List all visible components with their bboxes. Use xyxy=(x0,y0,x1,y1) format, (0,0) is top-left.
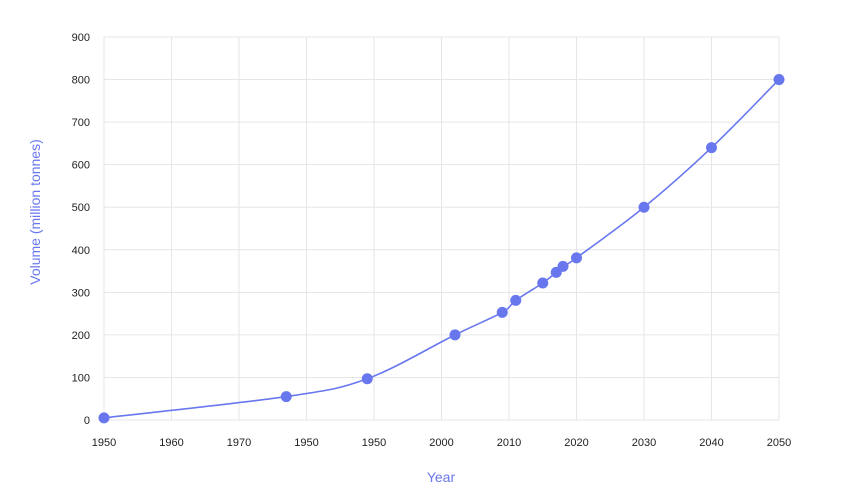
data-point xyxy=(98,412,110,424)
y-tick-label: 100 xyxy=(72,372,90,384)
y-tick-label: 300 xyxy=(72,287,90,299)
y-tick-label: 700 xyxy=(72,117,90,129)
x-tick-label: 1950 xyxy=(294,437,318,449)
data-point xyxy=(496,306,508,318)
data-point xyxy=(449,329,461,341)
data-point xyxy=(537,277,549,289)
y-tick-label: 800 xyxy=(72,75,90,87)
x-tick-label: 2050 xyxy=(767,437,791,449)
data-point xyxy=(280,391,292,403)
grid xyxy=(103,36,780,421)
data-point xyxy=(361,373,373,385)
y-tick-label: 400 xyxy=(72,245,90,257)
y-tick-label: 900 xyxy=(72,32,90,44)
data-point xyxy=(571,252,582,264)
x-tick-label: 2000 xyxy=(429,437,453,449)
y-tick-label: 600 xyxy=(72,160,90,172)
x-tick-label: 1960 xyxy=(159,437,183,449)
x-tick-label: 1970 xyxy=(227,437,251,449)
y-tick-label: 500 xyxy=(72,202,90,214)
data-point xyxy=(773,74,785,86)
x-tick-label: 2020 xyxy=(564,437,588,449)
x-tick-label: 1950 xyxy=(92,437,116,449)
data-point xyxy=(706,142,717,154)
x-tick-label: 2010 xyxy=(497,437,521,449)
y-axis-ticks: 0 100 200 300 400 500 600 700 800 900 xyxy=(72,32,90,427)
data-point xyxy=(557,260,569,272)
x-axis-ticks: 1950 1960 1970 1950 1950 2000 2010 2020 2030 2040… xyxy=(92,437,791,449)
data-point xyxy=(510,294,522,306)
y-axis-title: Volume (million tonnes) xyxy=(27,139,43,285)
x-axis-title: Year xyxy=(427,469,456,485)
data-points xyxy=(98,74,785,424)
y-tick-label: 0 xyxy=(84,415,90,427)
x-tick-label: 2030 xyxy=(632,437,656,449)
x-tick-label: 1950 xyxy=(362,437,386,449)
y-tick-label: 200 xyxy=(72,330,90,342)
x-tick-label: 2040 xyxy=(699,437,723,449)
data-point xyxy=(638,201,650,213)
